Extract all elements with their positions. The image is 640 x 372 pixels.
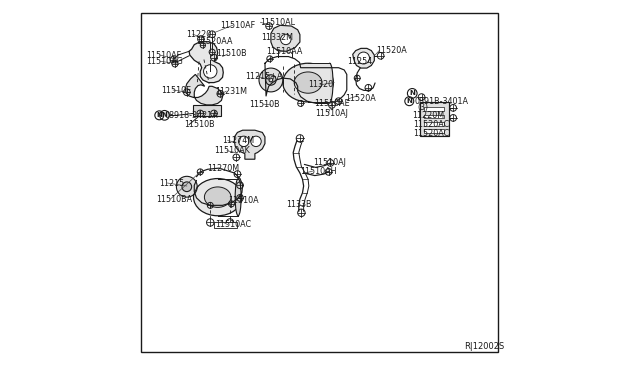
Text: R|12002S: R|12002S [465, 342, 504, 351]
Circle shape [239, 136, 249, 147]
Ellipse shape [193, 179, 242, 216]
Text: 11510AC: 11510AC [215, 220, 252, 229]
Text: 11254: 11254 [347, 57, 372, 66]
Text: 08918-3421A: 08918-3421A [164, 111, 218, 120]
Text: 0891B-3401A: 0891B-3401A [415, 97, 468, 106]
Text: 11510AK: 11510AK [214, 146, 250, 155]
Text: 11274M: 11274M [223, 136, 255, 145]
Text: 11332M: 11332M [261, 33, 293, 42]
Text: 11510AE: 11510AE [314, 99, 350, 108]
Polygon shape [193, 105, 221, 116]
Text: 11510AF: 11510AF [220, 21, 255, 30]
Text: 11510B: 11510B [250, 100, 280, 109]
Polygon shape [186, 74, 223, 105]
Text: 11510AF: 11510AF [146, 51, 181, 60]
Text: 11231M: 11231M [215, 87, 247, 96]
Text: 11510AA: 11510AA [266, 47, 303, 56]
Bar [424, 107, 444, 111]
Circle shape [266, 75, 276, 85]
Ellipse shape [204, 187, 231, 208]
Circle shape [251, 136, 261, 147]
Ellipse shape [326, 63, 333, 102]
Text: 11520A: 11520A [376, 46, 407, 55]
Text: N: N [410, 90, 415, 96]
Text: 11510B: 11510B [184, 120, 215, 129]
Circle shape [358, 52, 369, 64]
Circle shape [280, 34, 291, 45]
Text: 11320: 11320 [308, 80, 333, 89]
Ellipse shape [294, 72, 322, 93]
Text: 11510AH: 11510AH [301, 167, 337, 176]
Text: 11520AC: 11520AC [413, 120, 449, 129]
Text: 11270M: 11270M [207, 164, 240, 173]
Text: N: N [406, 98, 412, 104]
Text: 11215: 11215 [159, 179, 184, 187]
Polygon shape [353, 48, 374, 68]
Bar [424, 115, 444, 118]
Text: 11510AL: 11510AL [260, 18, 296, 27]
Text: 11215+A: 11215+A [245, 72, 282, 81]
Circle shape [259, 68, 283, 92]
Polygon shape [234, 130, 265, 159]
Text: 11520A: 11520A [346, 94, 376, 103]
Text: 11520AA: 11520AA [196, 37, 233, 46]
Text: 11510A: 11510A [228, 196, 259, 205]
Text: 11520AC: 11520AC [413, 129, 449, 138]
Circle shape [182, 182, 191, 192]
Ellipse shape [283, 63, 333, 102]
Text: 11510AG: 11510AG [146, 57, 182, 66]
Bar [424, 129, 444, 133]
Circle shape [177, 176, 197, 197]
Text: N: N [161, 112, 168, 118]
Text: 11510AJ: 11510AJ [314, 158, 346, 167]
Text: 11220: 11220 [186, 30, 211, 39]
Bar [214, 222, 237, 228]
Text: 11510AJ: 11510AJ [316, 109, 348, 118]
Text: (3): (3) [417, 103, 429, 112]
Polygon shape [271, 25, 300, 51]
Circle shape [204, 65, 217, 78]
Text: 11510B: 11510B [216, 49, 247, 58]
Text: 1133B: 1133B [286, 200, 311, 209]
Ellipse shape [235, 179, 241, 216]
Polygon shape [308, 63, 330, 102]
Text: 11220M: 11220M [412, 111, 444, 120]
Text: 11510BA: 11510BA [156, 195, 193, 203]
Circle shape [269, 78, 273, 82]
Bar [424, 122, 444, 126]
Polygon shape [189, 42, 223, 83]
Text: N: N [156, 112, 162, 118]
Text: 11510E: 11510E [161, 86, 191, 94]
Bar [420, 102, 449, 136]
